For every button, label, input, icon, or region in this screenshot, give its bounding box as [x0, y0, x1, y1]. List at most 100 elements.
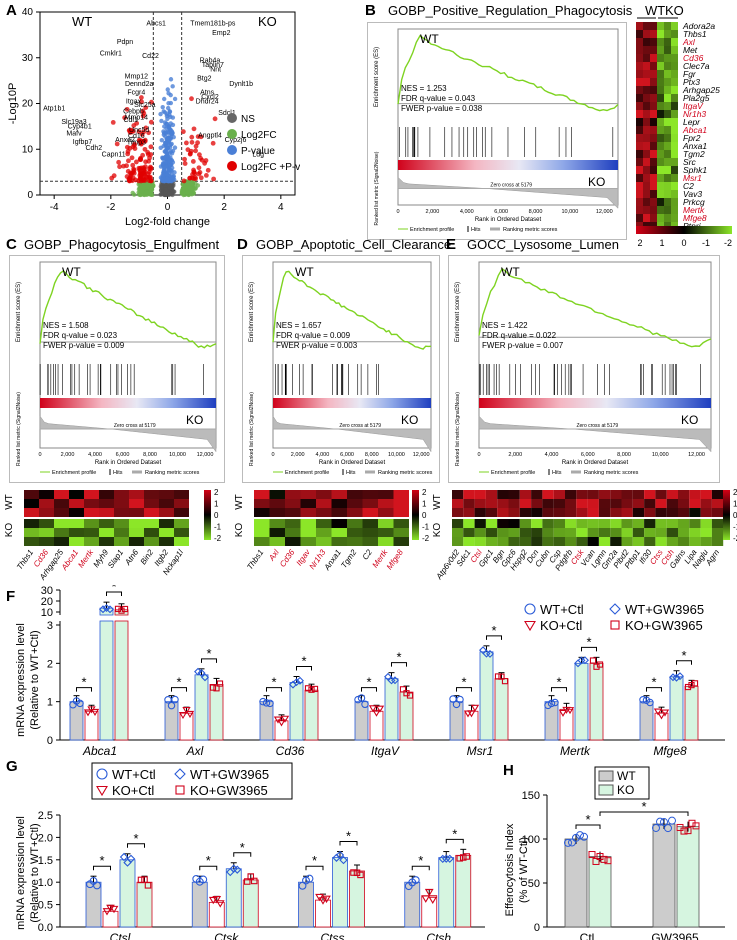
- heatmap-cell: [666, 490, 678, 499]
- scale-label: 1: [214, 500, 219, 509]
- significance-star: *: [461, 675, 466, 690]
- ranking-color-bar: [273, 398, 431, 408]
- heatmap-cell: [643, 54, 650, 62]
- data-marker-triangle: [565, 707, 575, 715]
- enrichment-profile: [272, 270, 432, 350]
- log2fc-point: [180, 186, 186, 192]
- ranked-metric-area: [478, 415, 712, 453]
- data-marker-square: [692, 822, 700, 830]
- heatmap-cell: [69, 537, 84, 546]
- heatmap-cell: [378, 508, 394, 517]
- heatmap-cell: [664, 190, 671, 198]
- heatmap-cell: [671, 102, 678, 110]
- data-marker-circle: [354, 695, 362, 704]
- volcano-wt-label: WT: [72, 14, 92, 29]
- sig-point: [191, 167, 196, 173]
- heatmap-e: WTKOAtp6v0d2Sdc1CtslGpc1BgnGpc6Hspg2DcnC…: [432, 488, 737, 582]
- significance-bracket: [361, 687, 377, 692]
- x-category-label: GW3965: [651, 931, 699, 940]
- heatmap-cell: [24, 519, 39, 528]
- heatmap-cell: [508, 490, 520, 499]
- y-tick-label: 50: [528, 878, 540, 890]
- heatmap-cell: [24, 537, 39, 546]
- gsea-plot-b: Zero cross at 5179 0 2,000 4,000 6,000 8,000 1…: [367, 22, 627, 240]
- significance-star: *: [111, 585, 116, 594]
- heatmap-cell: [657, 190, 664, 198]
- significance-bracket: [93, 865, 111, 871]
- heatmap-cell: [636, 166, 643, 174]
- data-marker-circle: [639, 696, 647, 704]
- heatmap-cell: [269, 499, 285, 508]
- significance-bracket: [646, 687, 662, 692]
- heatmap-b-ko-header: KO: [665, 3, 684, 18]
- heatmap-cell: [553, 528, 565, 537]
- panel-label-a: A: [6, 2, 17, 19]
- sig-point: [117, 164, 122, 170]
- sig-point: [124, 106, 130, 112]
- sig-point: [138, 141, 144, 147]
- scale-bar: [723, 490, 730, 540]
- heatmap-cell: [39, 490, 54, 499]
- pvalue-point: [166, 139, 171, 145]
- heatmap-gene-label: Cd36: [683, 53, 704, 63]
- log2fc-point: [130, 190, 135, 196]
- heatmap-cell: [463, 490, 475, 499]
- y-tick-label: 0.0: [38, 922, 53, 934]
- data-marker-triangle: [368, 705, 378, 713]
- log2fc-point: [189, 192, 195, 197]
- y-axis-label-line1: Efferocytosis Index: [504, 823, 516, 916]
- heatmap-gene-label: Abca1: [683, 125, 708, 135]
- heatmap-cell: [666, 499, 678, 508]
- sig-point: [146, 169, 152, 175]
- heatmap-cell: [519, 537, 532, 546]
- bar: [588, 856, 612, 928]
- heatmap-cell: [650, 214, 657, 222]
- x-tick-label: 10,000: [169, 452, 186, 458]
- heatmap-cell: [114, 528, 129, 537]
- x-tick-label: 0: [271, 452, 274, 458]
- sig-point: [127, 130, 133, 135]
- x-category-label: Ctsl: [110, 931, 131, 940]
- heatmap-wt-label: WT: [432, 494, 443, 510]
- gene-label: Cyp4b1: [68, 124, 92, 131]
- bar: [289, 682, 304, 741]
- heatmap-cell: [254, 490, 270, 499]
- heatmap-cell: [643, 134, 650, 142]
- heatmap-cell: [700, 528, 712, 537]
- data-marker-circle: [660, 818, 668, 827]
- data-marker-diamond: [201, 673, 209, 682]
- heatmap-cell: [711, 499, 724, 508]
- bar: [438, 857, 455, 928]
- legend-label: Enrichment profile: [410, 227, 454, 233]
- sig-point: [121, 163, 126, 169]
- heatmap-cell: [553, 537, 565, 546]
- gene-label: Dynlt1b: [229, 81, 253, 88]
- scale-label: -2: [214, 534, 222, 543]
- legend-label: P-value: [241, 146, 275, 157]
- heatmap-cell: [711, 537, 724, 546]
- legend-label: WT: [617, 769, 636, 783]
- heatmap-cell: [463, 519, 475, 528]
- data-marker-triangle: [424, 888, 434, 897]
- heatmap-cell: [54, 490, 69, 499]
- heatmap-cell: [636, 30, 643, 38]
- heatmap-cell: [664, 94, 671, 102]
- heatmap-cell: [657, 166, 664, 174]
- bar: [274, 720, 289, 741]
- gsea-svg: Zero cross at 5179 0 2,000 4,000 6,000 8,000 1…: [16, 261, 217, 476]
- heatmap-cell: [497, 537, 509, 546]
- heatmap-gene-label: Sphk1: [683, 165, 708, 175]
- heatmap-cell: [99, 499, 114, 508]
- sig-point: [142, 146, 148, 152]
- significance-star: *: [346, 829, 351, 844]
- bar: [684, 685, 699, 741]
- heatmap-cell: [99, 490, 114, 499]
- heatmap-cell: [129, 519, 144, 528]
- heatmap-cell: [650, 174, 657, 182]
- data-marker-square: [118, 607, 125, 614]
- heatmap-cell: [174, 537, 189, 546]
- legend-label: Log2FC: [241, 130, 277, 141]
- y-tick-label: 1.5: [38, 855, 53, 867]
- heatmap-cell: [664, 30, 671, 38]
- heatmap-cell: [285, 508, 301, 517]
